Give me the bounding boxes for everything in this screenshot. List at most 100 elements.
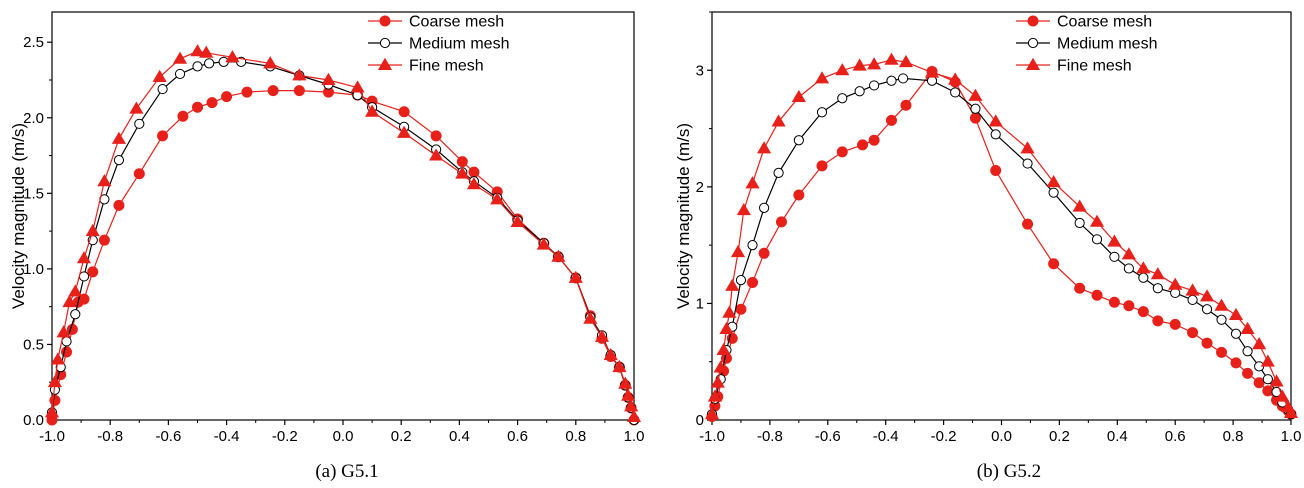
data-point xyxy=(759,202,770,213)
data-point xyxy=(152,69,167,82)
data-point xyxy=(757,141,772,154)
data-point xyxy=(713,360,728,373)
data-point xyxy=(221,91,233,103)
data-point xyxy=(583,311,598,324)
data-point xyxy=(1216,314,1227,325)
data-point xyxy=(76,251,92,264)
x-tick-label: -0.8 xyxy=(97,428,123,445)
plot-frame xyxy=(51,11,635,421)
data-point xyxy=(1150,267,1165,280)
x-tick-label: -1.0 xyxy=(699,428,725,445)
x-tick-label: 0.8 xyxy=(565,428,586,445)
data-point xyxy=(1091,234,1103,245)
x-tick-label: 0.6 xyxy=(507,428,528,445)
data-point xyxy=(113,199,125,211)
series-fine-mesh xyxy=(704,52,1299,420)
data-point xyxy=(397,125,412,138)
data-point xyxy=(837,93,848,104)
data-point xyxy=(884,52,899,65)
x-tick-label: 1.0 xyxy=(1281,428,1302,445)
series-medium-mesh xyxy=(706,73,1297,420)
data-point xyxy=(898,54,914,68)
y-tick-label: 1 xyxy=(696,295,704,312)
data-point xyxy=(47,375,62,388)
data-point xyxy=(857,139,869,151)
legend-label: Coarse mesh xyxy=(409,14,504,31)
data-point xyxy=(1253,377,1265,389)
y-tick-label: 1.5 xyxy=(23,185,44,202)
data-point xyxy=(1072,199,1087,212)
data-point xyxy=(1275,389,1290,402)
data-point xyxy=(716,342,731,356)
data-point xyxy=(886,75,897,86)
legend: Coarse mesh Medium mesh Fine mesh xyxy=(1016,14,1157,75)
data-point xyxy=(793,189,805,201)
x-tick-label: 0.6 xyxy=(1165,428,1186,445)
data-point xyxy=(568,270,583,283)
data-point xyxy=(1074,217,1085,229)
data-point xyxy=(1123,300,1135,312)
series-fine-mesh xyxy=(44,44,642,422)
data-point xyxy=(50,352,65,365)
data-point xyxy=(133,168,145,180)
y-tick-label: 0.5 xyxy=(23,336,44,353)
data-point xyxy=(456,156,468,168)
data-point xyxy=(710,375,725,388)
data-point xyxy=(1228,307,1244,321)
data-point xyxy=(44,405,60,418)
data-point xyxy=(970,103,981,114)
data-point xyxy=(1262,385,1274,397)
data-point xyxy=(900,99,912,111)
data-point xyxy=(267,85,279,97)
data-point xyxy=(1169,318,1181,330)
data-point xyxy=(1283,405,1299,418)
data-point xyxy=(1048,258,1060,270)
data-point xyxy=(241,86,253,98)
x-tick-label: 0.0 xyxy=(991,428,1012,445)
x-tick-label: 0.0 xyxy=(333,428,354,445)
data-point xyxy=(78,271,90,282)
data-point xyxy=(1022,158,1033,169)
data-point xyxy=(350,80,365,93)
data-point xyxy=(157,130,169,142)
data-point xyxy=(626,409,642,422)
x-tick-label: -0.4 xyxy=(214,428,240,445)
data-point xyxy=(594,329,610,342)
y-tick-label: 2 xyxy=(696,179,704,196)
data-point xyxy=(624,399,639,412)
data-point xyxy=(758,247,770,259)
data-point xyxy=(793,135,804,146)
data-point xyxy=(854,86,865,97)
data-point xyxy=(1185,283,1200,296)
legend-marker xyxy=(377,57,393,70)
data-point xyxy=(735,303,747,315)
data-point xyxy=(988,114,1003,127)
series-line xyxy=(51,89,635,421)
data-point xyxy=(129,101,144,114)
data-point xyxy=(773,167,784,178)
data-point xyxy=(1214,298,1229,311)
data-point xyxy=(1137,306,1149,318)
data-point xyxy=(867,57,882,70)
data-point xyxy=(725,278,740,291)
x-tick-label: -0.6 xyxy=(815,428,841,445)
legend-label: Fine mesh xyxy=(1057,58,1132,75)
data-point xyxy=(56,325,71,338)
plot-frame xyxy=(711,11,1292,421)
data-point xyxy=(1022,218,1034,230)
data-point xyxy=(204,58,215,69)
chart-panel-a: -1.0 -0.8 -0.6 -0.4 -0.2 0.0 0.2 0.4 0.6 0.8 1.0 0.… xyxy=(9,11,644,445)
data-point xyxy=(225,50,240,63)
data-point xyxy=(1138,272,1149,283)
data-point xyxy=(835,63,850,76)
data-point xyxy=(172,51,188,64)
legend-marker xyxy=(379,37,391,49)
data-point xyxy=(61,336,72,347)
series-coarse-mesh xyxy=(46,85,640,426)
data-point xyxy=(1123,263,1134,274)
y-axis-label: Velocity magnitude (m/s) xyxy=(674,123,693,309)
legend-marker xyxy=(1027,15,1039,27)
data-point xyxy=(429,148,444,161)
chart-panel-b: -1.0 -0.8 -0.6 -0.4 -0.2 0.0 0.2 0.4 0.6 0.8 1.0 0 1… xyxy=(674,11,1302,445)
data-point xyxy=(747,240,758,251)
